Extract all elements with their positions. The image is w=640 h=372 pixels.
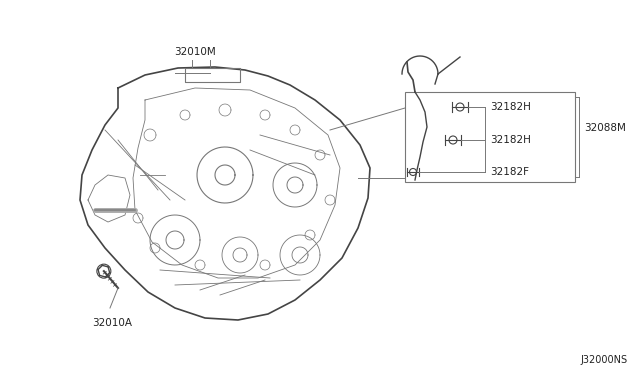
Text: J32000NS: J32000NS [581,355,628,365]
Bar [405,92,575,182]
Text: 32182F: 32182F [490,167,529,177]
Text: 32010A: 32010A [92,318,132,328]
Text: 32088M: 32088M [584,123,626,133]
Text: 32182H: 32182H [490,102,531,112]
Text: 32010M: 32010M [174,47,216,57]
Polygon shape [80,67,370,320]
Text: 32182H: 32182H [490,135,531,145]
